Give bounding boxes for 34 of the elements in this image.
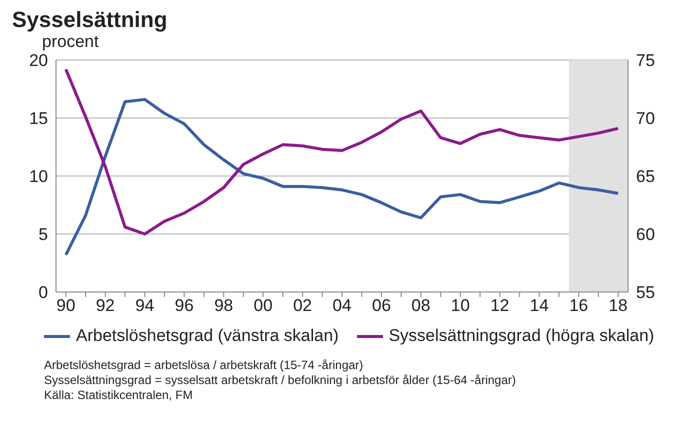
x-tick-label: 18 — [608, 296, 628, 316]
y2-tick-label: 60 — [636, 225, 655, 244]
y-tick-label: 15 — [29, 109, 48, 128]
y-tick-label: 10 — [29, 167, 48, 186]
text: Arbetslöshetsgrad = arbetslösa / arbetskraft (15-74 -åringar) — [44, 358, 364, 373]
x-tick-label: 02 — [293, 296, 312, 316]
y-tick-label: 5 — [38, 225, 48, 244]
x-tick-label: 10 — [450, 296, 470, 316]
x-tick-label: 06 — [372, 296, 391, 316]
legend-label: Sysselsättningsgrad (högra skalan) — [388, 326, 654, 346]
x-tick-label: 14 — [530, 296, 549, 316]
x-tick-label: 96 — [174, 296, 194, 316]
x-tick-label: 92 — [96, 296, 115, 316]
chart-title: Sysselsättning — [12, 7, 168, 32]
y2-tick-label: 75 — [636, 51, 655, 70]
x-tick-label: 94 — [135, 296, 154, 316]
x-tick-label: 90 — [56, 296, 76, 316]
x-tick-label: 08 — [411, 296, 430, 316]
y2-tick-label: 55 — [636, 283, 655, 302]
x-tick-label: 00 — [254, 296, 273, 316]
line-series — [64, 68, 620, 236]
x-tick-label: 16 — [569, 296, 588, 316]
text: Källa: Statistikcentralen, FM — [44, 388, 194, 403]
x-tick-label: 04 — [332, 296, 352, 316]
x-tick-label: 12 — [490, 296, 510, 316]
legend-label: Arbetslöshetsgrad (vänstra skalan) — [76, 326, 339, 346]
text: Sysselsättningsgrad = sysselsatt arbetskraft / befolkning i arbetsför ålder (15-64 -åringar) — [44, 373, 517, 388]
y2-tick-label: 70 — [636, 109, 655, 128]
y2-tick-label: 65 — [636, 167, 655, 186]
y-tick-label: 20 — [29, 51, 48, 70]
y-tick-label: 0 — [38, 283, 48, 302]
x-tick-label: 98 — [214, 296, 234, 316]
line-series — [64, 98, 620, 256]
y-axis-title: procent — [42, 32, 100, 52]
